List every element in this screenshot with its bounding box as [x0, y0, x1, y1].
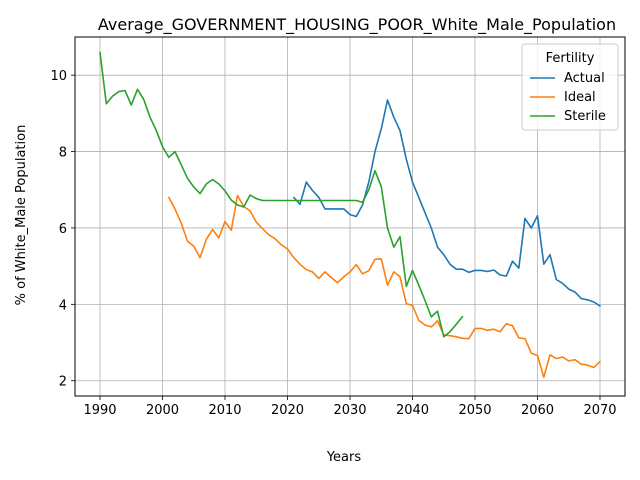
series-line-ideal: [168, 194, 601, 379]
legend-title: Fertility: [546, 51, 595, 66]
x-tick-label: 2070: [583, 403, 616, 418]
series-line-actual: [292, 99, 601, 307]
legend-label-sterile: Sterile: [564, 109, 606, 124]
y-axis-ticks: 2 4 6 8 10: [50, 69, 75, 390]
y-tick-label: 4: [59, 298, 67, 313]
x-tick-label: 2040: [396, 403, 429, 418]
x-tick-label: 2060: [521, 403, 554, 418]
x-axis-ticks: 1990 2000 2010 2020 2030 2040 2050 2060 2070: [83, 396, 617, 418]
legend-label-ideal: Ideal: [564, 90, 596, 105]
x-axis-label: Years: [326, 450, 362, 465]
y-tick-label: 2: [59, 375, 67, 390]
legend-label-actual: Actual: [564, 71, 605, 86]
y-tick-label: 8: [59, 146, 67, 161]
y-tick-label: 10: [50, 69, 67, 84]
x-tick-label: 2020: [271, 403, 304, 418]
y-tick-label: 6: [59, 222, 67, 237]
x-tick-label: 2000: [146, 403, 179, 418]
chart-title: Average_GOVERNMENT_HOUSING_POOR_White_Ma…: [98, 15, 616, 35]
x-tick-label: 2030: [333, 403, 366, 418]
x-tick-label: 2050: [458, 403, 491, 418]
series-lines: [99, 51, 601, 379]
legend-box: [521, 43, 619, 131]
series-line-sterile: [99, 51, 464, 338]
x-tick-label: 1990: [83, 403, 116, 418]
x-tick-label: 2010: [208, 403, 241, 418]
legend: Fertility Actual Ideal Sterile: [521, 43, 619, 131]
y-axis-label: % of White_Male Population: [14, 125, 29, 306]
